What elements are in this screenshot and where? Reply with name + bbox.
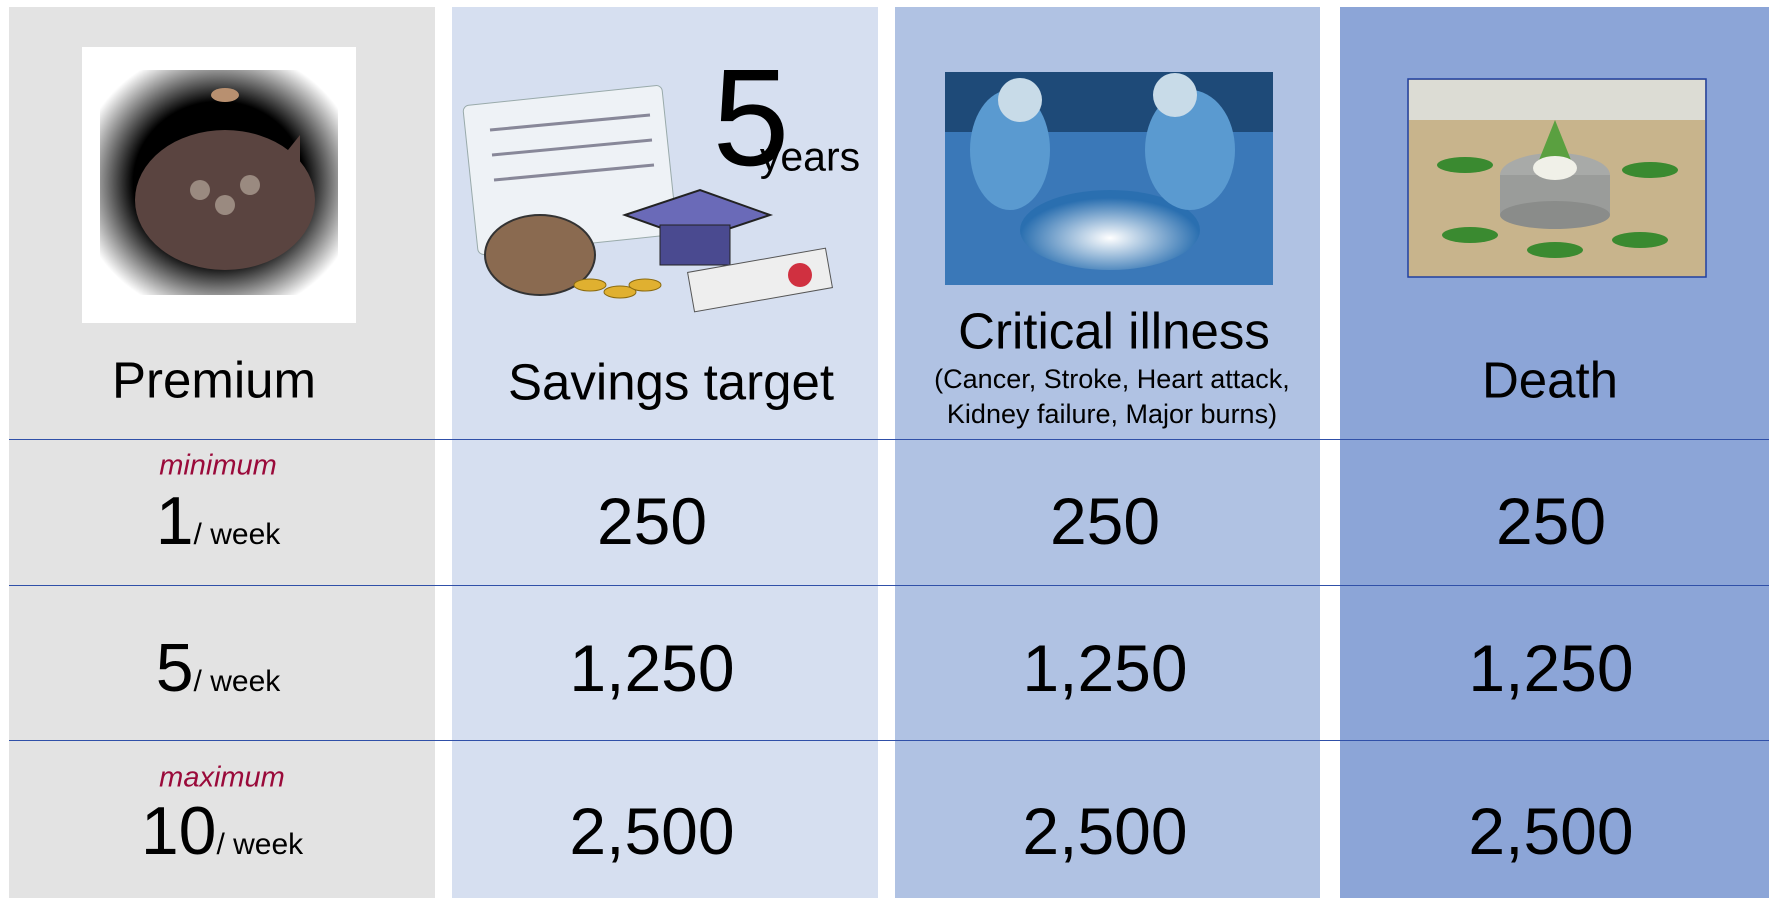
row-divider (9, 740, 1769, 741)
row-divider (9, 585, 1769, 586)
premium-value: 10 (141, 793, 217, 869)
column-subtitle: (Cancer, Stroke, Heart attack, Kidney fa… (912, 362, 1312, 432)
column-title: Premium (112, 355, 316, 406)
benefit-value: 250 (597, 488, 707, 554)
premium-value: 1 (156, 483, 194, 559)
premium-value: 5 (156, 630, 194, 706)
benefit-value: 2,500 (569, 798, 734, 864)
premium-amount: 1/ week (156, 487, 281, 555)
badge-unit: years (760, 137, 860, 178)
offering-photo (1408, 79, 1706, 277)
page: 5 years Premium Savings target Critical … (0, 0, 1769, 898)
benefit-value: 250 (1496, 488, 1606, 554)
surgery-photo (945, 72, 1273, 285)
row-divider (9, 439, 1769, 440)
premium-unit: / week (194, 665, 281, 698)
benefit-value: 250 (1050, 488, 1160, 554)
premium-note: maximum (159, 764, 285, 793)
benefit-value: 2,500 (1468, 798, 1633, 864)
premium-note: minimum (159, 452, 277, 481)
premium-amount: 5/ week (156, 634, 281, 702)
benefit-value: 1,250 (569, 635, 734, 701)
column-title: Critical illness (958, 306, 1270, 357)
premium-unit: / week (194, 518, 281, 551)
column-title: Death (1482, 355, 1618, 406)
column-title: Savings target (508, 357, 834, 408)
benefit-value: 1,250 (1468, 635, 1633, 701)
piggy-bank-image (82, 47, 356, 323)
benefit-value: 2,500 (1022, 798, 1187, 864)
benefit-value: 1,250 (1022, 635, 1187, 701)
premium-amount: 10/ week (141, 797, 303, 865)
premium-unit: / week (216, 828, 303, 861)
